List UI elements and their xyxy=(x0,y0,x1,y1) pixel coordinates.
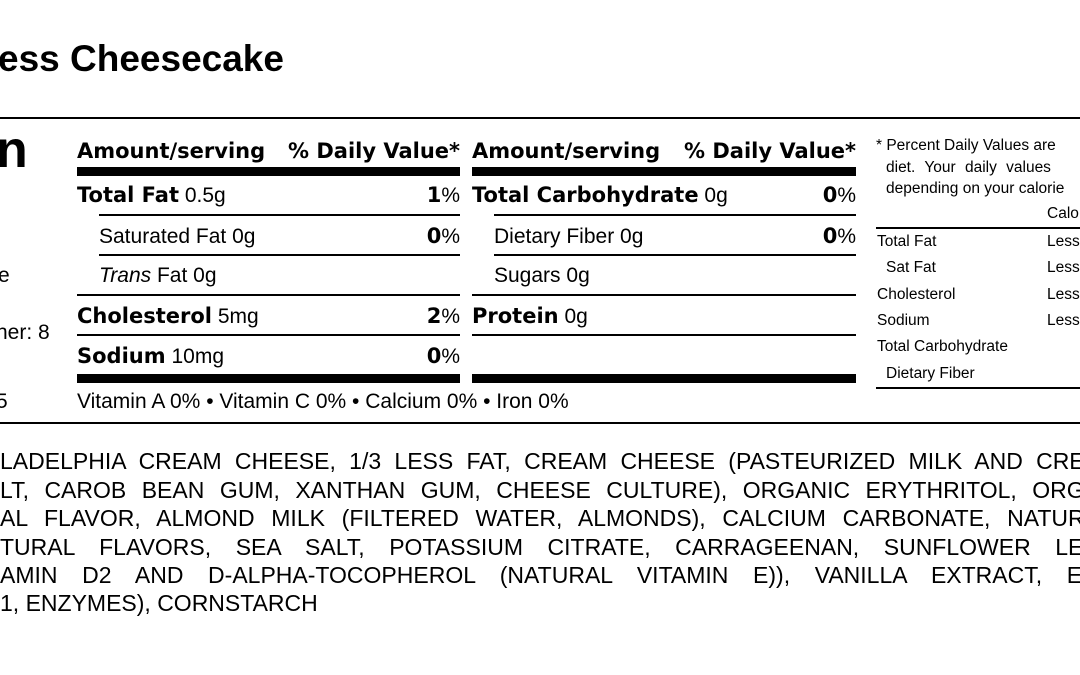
footnote-line: diet. Your daily values xyxy=(886,159,1051,176)
nutrient-row-trans-fat: Trans Fat 0g xyxy=(99,265,460,286)
nutrient-amount: 0g xyxy=(704,184,728,207)
nutrient-amount: 0g xyxy=(193,264,217,287)
label-top-border xyxy=(0,117,1080,119)
nutrient-row-sodium: Sodium 10mg 0% xyxy=(77,344,460,368)
nutrient-name: Cholesterol xyxy=(77,304,212,328)
daily-value-percent: 2 xyxy=(426,304,442,328)
percent-sign: % xyxy=(441,305,460,328)
nutrient-amount: 5mg xyxy=(217,305,259,328)
nutrient-name: Protein xyxy=(472,304,559,328)
product-title: ess Cheesecake xyxy=(0,38,284,79)
nutrient-name: Saturated Fat xyxy=(99,225,227,248)
dv-row-name: Cholesterol xyxy=(877,286,956,303)
label-bottom-border xyxy=(0,422,1080,424)
nutrient-amount: 0g xyxy=(232,225,256,248)
nutrient-name: Dietary Fiber xyxy=(494,225,615,248)
column-1-header: Amount/serving % Daily Value* xyxy=(77,141,460,162)
nutrient-amount: 0g xyxy=(566,264,590,287)
daily-value-percent: 0 xyxy=(426,224,442,248)
percent-sign: % xyxy=(441,184,460,207)
dv-row-less: Less xyxy=(1047,259,1080,276)
divider xyxy=(99,214,460,216)
divider xyxy=(99,254,460,256)
dv-row-name: Total Carbohydrate xyxy=(877,338,1008,355)
nutrient-amount: 0g xyxy=(564,305,588,328)
daily-value-header: % Daily Value* xyxy=(288,139,460,163)
dv-row-name: Dietary Fiber xyxy=(886,365,975,382)
percent-sign: % xyxy=(441,225,460,248)
daily-value-header: % Daily Value* xyxy=(684,139,856,163)
footnote-line: * Percent Daily Values are xyxy=(876,137,1056,154)
thick-divider xyxy=(77,167,460,176)
divider xyxy=(77,294,460,296)
nutrient-row-total-fat: Total Fat 0.5g 1% xyxy=(77,183,460,207)
percent-sign: % xyxy=(441,345,460,368)
ingredients-line: AL FLAVOR, ALMOND MILK (FILTERED WATER, … xyxy=(0,505,1080,531)
column-2-header: Amount/serving % Daily Value* xyxy=(472,141,856,162)
dv-row-name: Total Fat xyxy=(877,233,937,250)
ingredients-line: TURAL FLAVORS, SEA SALT, POTASSIUM CITRA… xyxy=(0,534,1080,560)
thick-divider xyxy=(77,374,460,383)
nutrient-name: Total Fat xyxy=(77,183,180,207)
thick-divider xyxy=(472,167,856,176)
nutrient-row-sugars: Sugars 0g xyxy=(494,265,856,286)
dv-row-name: Sodium xyxy=(877,312,930,329)
thick-divider xyxy=(472,374,856,383)
nutrient-row-protein: Protein 0g xyxy=(472,304,856,328)
nutrient-name: Sodium xyxy=(77,344,166,368)
ingredients-line: AMIN D2 AND D-ALPHA-TOCOPHEROL (NATURAL … xyxy=(0,562,1080,588)
calories-header: Calo xyxy=(1047,205,1079,222)
divider xyxy=(472,294,856,296)
ingredients-line: LT, CAROB BEAN GUM, XANTHAN GUM, CHEESE … xyxy=(0,477,1080,503)
dv-row-name: Sat Fat xyxy=(886,259,936,276)
percent-sign: % xyxy=(837,225,856,248)
divider xyxy=(494,214,856,216)
ingredients-line: 1, ENZYMES), CORNSTARCH xyxy=(0,590,318,616)
divider xyxy=(77,334,460,336)
footnote-line: depending on your calorie xyxy=(886,180,1065,197)
nutrient-name: Total Carbohydrate xyxy=(472,183,699,207)
nutrient-amount: 0.5g xyxy=(184,184,226,207)
dv-row-less: Less xyxy=(1047,233,1080,250)
daily-value-percent: 1 xyxy=(426,183,442,207)
nutrition-facts-heading: n xyxy=(0,121,28,179)
nutrient-name: Sugars xyxy=(494,264,561,287)
divider xyxy=(876,387,1080,389)
daily-value-percent: 0 xyxy=(822,224,838,248)
calories-fragment: 5 xyxy=(0,390,8,413)
dv-row-less: Less xyxy=(1047,286,1080,303)
daily-value-percent: 0 xyxy=(822,183,838,207)
nutrient-row-cholesterol: Cholesterol 5mg 2% xyxy=(77,304,460,328)
amount-serving-header: Amount/serving xyxy=(77,139,266,163)
dv-row-less: Less xyxy=(1047,312,1080,329)
serving-size-fragment: e xyxy=(0,264,10,287)
divider xyxy=(876,227,1080,229)
nutrient-amount: 10mg xyxy=(171,345,224,368)
nutrient-row-total-carbohydrate: Total Carbohydrate 0g 0% xyxy=(472,183,856,207)
nutrient-name-italic: Trans xyxy=(99,264,152,287)
nutrient-name: Fat xyxy=(156,264,188,287)
percent-sign: % xyxy=(837,184,856,207)
ingredients-line: LADELPHIA CREAM CHEESE, 1/3 LESS FAT, CR… xyxy=(0,448,1080,474)
nutrient-amount: 0g xyxy=(620,225,644,248)
divider xyxy=(494,254,856,256)
vitamins-minerals-line: Vitamin A 0% • Vitamin C 0% • Calcium 0%… xyxy=(77,390,569,413)
amount-serving-header: Amount/serving xyxy=(472,139,661,163)
servings-per-container: ner: 8 xyxy=(0,321,50,344)
nutrient-row-saturated-fat: Saturated Fat 0g 0% xyxy=(99,224,460,248)
daily-value-percent: 0 xyxy=(426,344,442,368)
nutrient-row-dietary-fiber: Dietary Fiber 0g 0% xyxy=(494,224,856,248)
divider xyxy=(472,334,856,336)
